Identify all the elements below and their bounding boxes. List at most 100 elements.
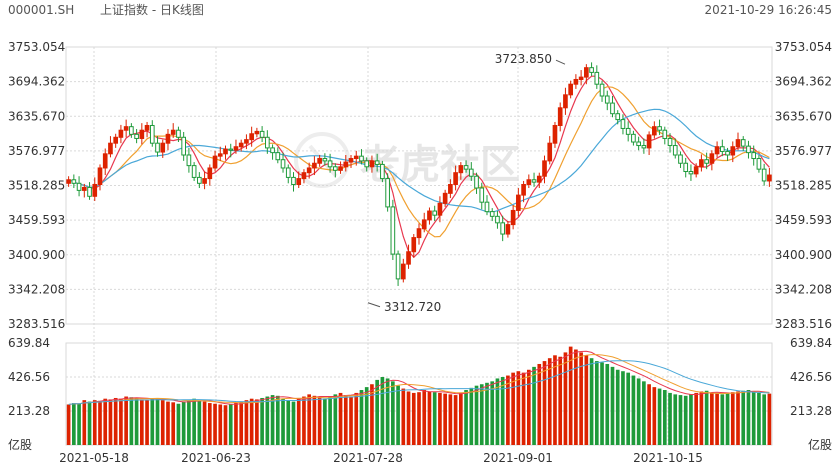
candle <box>474 172 479 194</box>
candle-body <box>348 158 354 163</box>
candle <box>348 154 354 168</box>
candle <box>385 173 390 212</box>
y-tick-label: 426.56 <box>8 370 50 384</box>
volume-bar <box>155 397 160 445</box>
x-axis: 2021-05-18 2021-06-23 2021-07-28 2021-09-01… <box>59 451 703 465</box>
candle-body <box>589 67 594 73</box>
candle <box>688 164 694 181</box>
candle-body <box>693 166 699 175</box>
volume-bar <box>594 361 599 445</box>
candle-body <box>756 158 762 170</box>
y-tick-label: 3694.362 <box>775 75 832 89</box>
volume-bar <box>725 392 730 445</box>
candle-body <box>714 146 720 155</box>
candle <box>71 174 77 189</box>
volume-bar <box>631 375 636 445</box>
candle <box>740 136 746 151</box>
volume-bar <box>417 392 421 445</box>
candle <box>683 157 689 178</box>
candle-body <box>244 139 249 144</box>
candle <box>672 138 678 159</box>
y-axis-right: 3753.054 3694.362 3635.670 3576.977 3518.285… <box>775 40 832 452</box>
candle <box>301 169 307 184</box>
candle <box>453 165 458 191</box>
candle-body <box>160 142 166 153</box>
candle-body <box>704 159 709 164</box>
candle-body <box>217 153 223 157</box>
volume-bar <box>746 390 751 445</box>
candle <box>102 148 108 176</box>
volume-bar <box>710 392 714 445</box>
volume-bar <box>532 366 536 445</box>
candle <box>594 65 600 89</box>
volume-bar <box>715 393 719 445</box>
candle-body <box>108 142 113 155</box>
candle-body <box>641 145 647 149</box>
volume-bar <box>307 394 312 445</box>
candle-body <box>631 133 636 143</box>
candle-body <box>254 130 260 135</box>
candle <box>563 87 568 115</box>
volume-bar <box>134 397 139 445</box>
candle <box>746 140 751 159</box>
candle <box>636 136 641 151</box>
volume-bar <box>574 349 578 445</box>
candle-body <box>155 142 160 153</box>
candle-body <box>735 139 741 148</box>
candle <box>699 154 704 172</box>
volume-bar <box>328 396 332 445</box>
volume-bar <box>464 390 468 445</box>
candle-body <box>484 201 490 213</box>
candle-body <box>191 165 197 178</box>
volume-bar <box>197 400 202 445</box>
volume-bar <box>171 402 176 445</box>
y-tick-label: 3635.670 <box>775 109 832 123</box>
candle <box>155 136 160 157</box>
volume-bars <box>66 346 772 445</box>
candle <box>411 234 417 258</box>
volume-bar <box>636 378 641 445</box>
volume-bar <box>375 379 379 445</box>
volume-bar <box>103 398 108 445</box>
volume-bar <box>129 397 134 445</box>
volume-bar <box>98 400 102 445</box>
y-tick-label: 3342.208 <box>8 282 65 296</box>
candle-body <box>442 192 448 204</box>
candle-body <box>678 154 683 164</box>
candle <box>359 149 364 165</box>
candle <box>186 147 192 173</box>
volume-bar <box>333 394 338 445</box>
volume-bar <box>323 398 327 445</box>
candle-body <box>489 211 495 217</box>
candle-body <box>521 183 526 196</box>
candle <box>400 258 406 283</box>
y-tick-label: 3753.054 <box>8 40 65 54</box>
volume-bar <box>568 346 573 445</box>
candle-body <box>568 83 573 96</box>
y-tick-label: 3400.900 <box>8 248 65 262</box>
candle-body <box>432 210 438 216</box>
candle <box>599 80 605 102</box>
y-tick-label: 639.84 <box>8 336 50 350</box>
volume-bar <box>757 392 761 445</box>
volume-bar <box>396 385 400 445</box>
candle-body <box>746 145 751 154</box>
candle <box>332 163 338 178</box>
candle-body <box>139 129 145 139</box>
candle <box>380 160 385 183</box>
candle <box>489 208 495 222</box>
volume-bar <box>77 403 81 445</box>
candle <box>395 250 401 286</box>
candle-body <box>332 166 338 171</box>
header-timestamp: 2021-10-29 16:26:45 <box>705 3 832 17</box>
candle-body <box>437 202 443 216</box>
candle-body <box>709 153 715 164</box>
volume-bar <box>662 390 667 445</box>
header-symbol: 000001.SH <box>8 3 74 17</box>
candle <box>233 139 239 154</box>
candle-body <box>212 155 218 169</box>
candle <box>160 139 166 158</box>
volume-bar <box>605 363 610 445</box>
y-tick-label: 213.28 <box>790 404 832 418</box>
candle <box>500 215 506 242</box>
